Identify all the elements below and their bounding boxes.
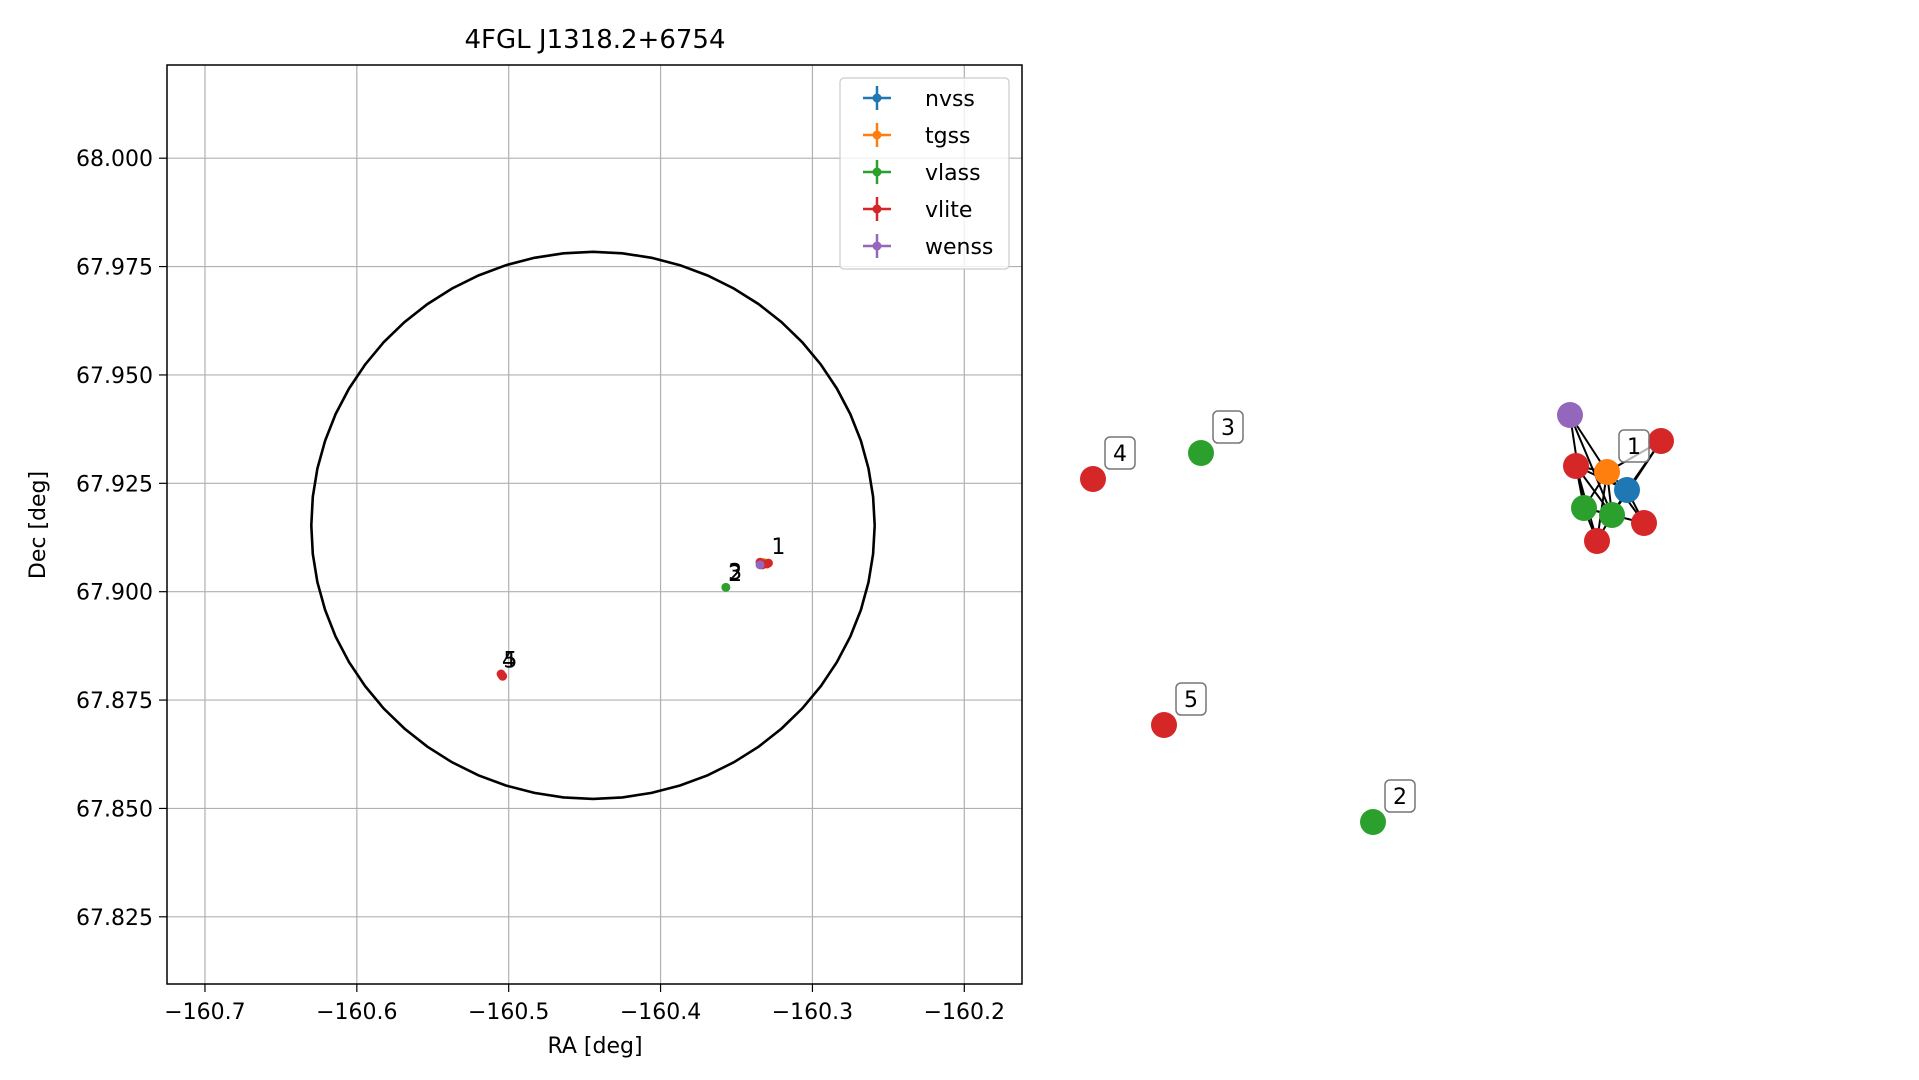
network-node bbox=[1557, 402, 1583, 428]
legend-marker-dot bbox=[872, 167, 882, 177]
network-edge bbox=[1611, 440, 1662, 516]
network-node-label: 3 bbox=[1221, 416, 1235, 441]
network-node-label: 4 bbox=[1113, 442, 1127, 467]
y-tick-label: 67.975 bbox=[76, 256, 153, 281]
point-annotation: 3 bbox=[728, 561, 742, 586]
point-annotation: 5 bbox=[503, 649, 517, 674]
network-label-box bbox=[1212, 410, 1244, 444]
y-tick-label: 67.850 bbox=[76, 797, 153, 822]
x-tick-label: −160.7 bbox=[164, 1000, 245, 1025]
network-node bbox=[1631, 510, 1657, 536]
point-vlite bbox=[762, 559, 772, 569]
network-node bbox=[1614, 477, 1640, 503]
legend-label-tgss: tgss bbox=[925, 124, 971, 149]
y-tick-label: 67.900 bbox=[76, 581, 153, 606]
point-annotation: 4 bbox=[502, 649, 516, 674]
network-node-label: 1 bbox=[1627, 435, 1641, 460]
network-edge bbox=[1569, 414, 1613, 516]
legend-marker-dot bbox=[872, 241, 882, 251]
y-tick-label: 67.950 bbox=[76, 364, 153, 389]
y-axis-label: Dec [deg] bbox=[26, 471, 51, 579]
network-node bbox=[1599, 502, 1625, 528]
legend-box bbox=[839, 77, 1010, 270]
localization-ellipse-layer bbox=[309, 250, 876, 801]
network-label-box bbox=[1384, 779, 1416, 813]
network-label-box bbox=[1104, 436, 1136, 470]
y-tick-label: 67.825 bbox=[76, 906, 153, 931]
points-layer bbox=[496, 557, 773, 681]
x-axis-label: RA [deg] bbox=[547, 1034, 642, 1059]
point-wenss bbox=[755, 560, 765, 570]
network-label-box bbox=[1175, 682, 1207, 716]
x-tick-label: −160.2 bbox=[924, 1000, 1005, 1025]
y-axis: 67.825 67.850 67.875 67.900 67.925 67.950 67.9… bbox=[76, 147, 167, 931]
point-annotation: 1 bbox=[771, 535, 785, 560]
network-node bbox=[1563, 453, 1589, 479]
legend-label-nvss: nvss bbox=[925, 87, 975, 112]
legend-marker-dot bbox=[872, 93, 882, 103]
x-tick-label: −160.6 bbox=[316, 1000, 397, 1025]
network-graph: 4 3 5 2 1 bbox=[1080, 402, 1674, 835]
y-tick-label: 67.925 bbox=[76, 472, 153, 497]
x-tick-label: −160.5 bbox=[468, 1000, 549, 1025]
network-labels: 4 3 5 2 1 bbox=[1104, 410, 1650, 813]
network-node bbox=[1188, 440, 1214, 466]
network-node bbox=[1648, 428, 1674, 454]
network-node bbox=[1151, 712, 1177, 738]
y-tick-label: 68.000 bbox=[76, 147, 153, 172]
point-vlite bbox=[498, 671, 508, 681]
network-label-box bbox=[1618, 429, 1650, 463]
network-node bbox=[1080, 466, 1106, 492]
localization-ellipse bbox=[309, 250, 876, 801]
legend-label-vlass: vlass bbox=[925, 161, 981, 186]
legend-label-vlite: vlite bbox=[925, 198, 972, 223]
network-nodes bbox=[1080, 402, 1674, 835]
x-tick-label: −160.3 bbox=[772, 1000, 853, 1025]
legend-marker-dot bbox=[872, 130, 882, 140]
network-node bbox=[1360, 809, 1386, 835]
y-tick-label: 67.875 bbox=[76, 689, 153, 714]
annotations-layer: 1 23 45 bbox=[502, 535, 786, 674]
network-node-label: 2 bbox=[1393, 785, 1407, 810]
network-node bbox=[1571, 495, 1597, 521]
x-axis: −160.7 −160.6 −160.5 −160.4 −160.3 −160.2 bbox=[164, 984, 1005, 1025]
legend: nvss tgss vlass vlite wenss bbox=[839, 77, 1010, 270]
chart-title: 4FGL J1318.2+6754 bbox=[465, 25, 726, 55]
x-tick-label: −160.4 bbox=[620, 1000, 701, 1025]
network-node bbox=[1594, 459, 1620, 485]
grid bbox=[167, 65, 1022, 984]
legend-marker-dot bbox=[872, 204, 882, 214]
network-node-label: 5 bbox=[1184, 688, 1198, 713]
legend-label-wenss: wenss bbox=[925, 235, 993, 260]
point-annotation: 2 bbox=[728, 562, 742, 587]
point-vlass bbox=[721, 582, 731, 592]
network-node bbox=[1584, 528, 1610, 554]
plot-frame bbox=[166, 64, 1023, 985]
legend-entries: nvss tgss vlass vlite wenss bbox=[863, 86, 993, 260]
